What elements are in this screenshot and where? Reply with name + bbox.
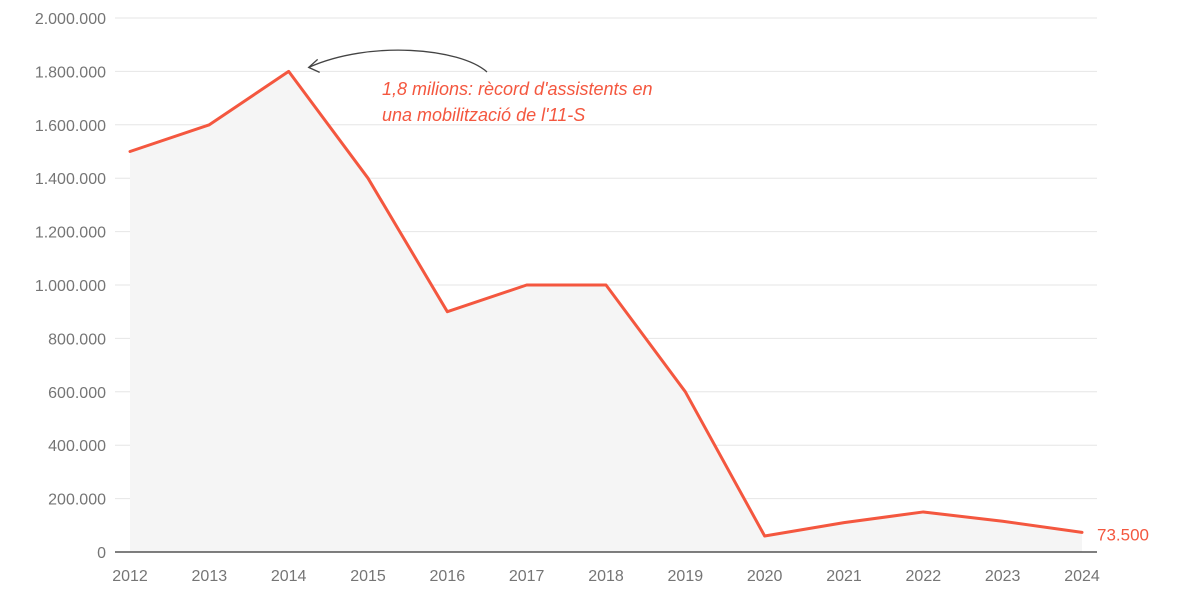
- area-fill: [130, 71, 1082, 553]
- area-layer: [130, 71, 1082, 553]
- x-tick-label: 2015: [350, 568, 386, 585]
- y-tick-label: 1.200.000: [35, 225, 106, 242]
- y-tick-label: 200.000: [48, 492, 106, 509]
- x-tick-label: 2022: [906, 568, 942, 585]
- x-tick-label: 2012: [112, 568, 148, 585]
- y-tick-label: 800.000: [48, 331, 106, 348]
- series-line: [128, 69, 1084, 538]
- y-tick-label: 1.600.000: [35, 118, 106, 135]
- x-tick-label: 2024: [1064, 568, 1100, 585]
- y-tick-label: 1.400.000: [35, 171, 106, 188]
- x-tick-label: 2016: [430, 568, 466, 585]
- y-tick-label: 1.800.000: [35, 64, 106, 81]
- y-tick-label: 1.000.000: [35, 278, 106, 295]
- annotation-arrow: [308, 49, 488, 73]
- x-tick-label: 2018: [588, 568, 624, 585]
- y-tick-label: 600.000: [48, 385, 106, 402]
- y-tick-label: 0: [97, 545, 106, 562]
- x-tick-label: 2019: [668, 568, 704, 585]
- line-layer: [128, 69, 1084, 538]
- x-tick-label: 2021: [826, 568, 862, 585]
- annotation-text-line2: una mobilització de l'11-S: [382, 105, 585, 125]
- annotation-text-line1: 1,8 milions: rècord d'assistents en: [382, 79, 653, 99]
- x-tick-label: 2013: [192, 568, 228, 585]
- end-value-label: 73.500: [1097, 525, 1149, 544]
- x-tick-label: 2023: [985, 568, 1021, 585]
- axis-layer: 0 200.000 400.000 600.000 800.000 1.000.000 1.…: [35, 11, 1100, 585]
- annotation-arrowhead: [307, 58, 320, 73]
- x-tick-label: 2014: [271, 568, 307, 585]
- y-tick-label: 400.000: [48, 438, 106, 455]
- x-tick-label: 2017: [509, 568, 545, 585]
- annotation: 1,8 milions: rècord d'assistents en una …: [307, 49, 653, 125]
- x-tick-label: 2020: [747, 568, 783, 585]
- y-tick-label: 2.000.000: [35, 11, 106, 28]
